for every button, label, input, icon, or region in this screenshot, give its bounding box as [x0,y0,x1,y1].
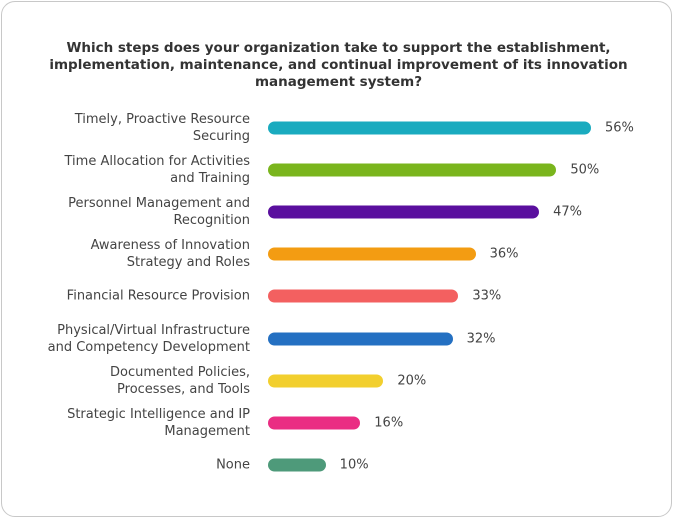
bar [268,247,476,261]
value-label: 50% [570,162,600,178]
bar [268,289,459,303]
category-label: Personnel Management and Recognition [68,196,250,229]
value-label: 20% [397,373,427,389]
category-label: Strategic Intelligence and IP Management [67,406,250,439]
bar [268,374,384,388]
value-label: 47% [553,204,582,220]
category-label: Timely, Proactive Resource Securing [74,112,250,144]
value-label: 32% [466,331,496,346]
value-label: 56% [605,120,634,136]
bar [268,416,361,430]
value-label: 10% [339,457,369,473]
value-label: 16% [374,415,404,431]
category-label: Physical/Virtual Infrastructure and Comp… [47,322,250,355]
value-label: 36% [489,246,519,262]
category-label: None [216,457,250,473]
bar [268,332,453,345]
bar [268,205,540,219]
chart-title: Which steps does your organization take … [49,40,628,90]
bar [268,458,326,472]
category-label: Time Allocation for Activities and Train… [64,154,250,187]
category-label: Documented Policies, Processes, and Tool… [110,364,250,397]
category-label: Awareness of Innovation Strategy and Rol… [90,238,250,271]
value-label: 33% [472,288,502,304]
bar [268,121,591,135]
bar [268,163,557,177]
category-label: Financial Resource Provision [66,288,250,304]
